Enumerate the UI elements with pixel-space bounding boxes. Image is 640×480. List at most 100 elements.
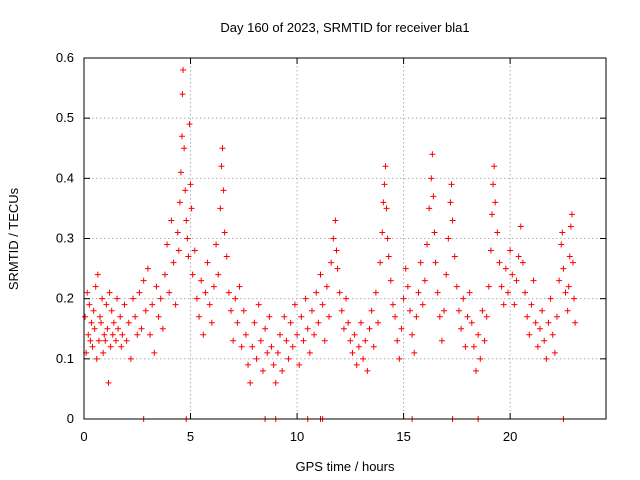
data-point	[400, 295, 407, 302]
data-point	[108, 307, 115, 314]
data-point	[279, 367, 286, 374]
data-point	[174, 229, 181, 236]
data-point	[274, 349, 281, 356]
data-point	[272, 379, 279, 386]
data-point	[234, 319, 241, 326]
data-point	[221, 229, 228, 236]
data-point	[355, 343, 362, 350]
data-point	[106, 289, 113, 296]
data-point	[161, 271, 168, 278]
data-point	[196, 313, 203, 320]
data-point	[353, 361, 360, 368]
data-point	[360, 355, 367, 362]
data-point	[380, 199, 387, 206]
data-point	[204, 259, 211, 266]
data-point	[210, 283, 217, 290]
data-point	[419, 301, 426, 308]
data-point	[328, 259, 335, 266]
x-tick-label: 5	[187, 429, 194, 444]
data-point	[186, 121, 193, 128]
data-point	[232, 295, 239, 302]
data-point	[370, 343, 377, 350]
data-point	[296, 361, 303, 368]
data-point	[140, 277, 147, 284]
data-point	[466, 289, 473, 296]
data-point	[118, 343, 125, 350]
data-point	[396, 355, 403, 362]
data-point	[502, 265, 509, 272]
data-point	[213, 241, 220, 248]
x-tick-label: 10	[290, 429, 304, 444]
data-point	[375, 319, 382, 326]
data-point	[311, 331, 318, 338]
data-points	[82, 67, 579, 422]
data-point	[432, 259, 439, 266]
data-point	[389, 301, 396, 308]
data-point	[455, 307, 462, 314]
y-tick-label: 0.5	[56, 110, 74, 125]
data-point	[426, 205, 433, 212]
data-point	[185, 253, 192, 260]
data-point	[517, 223, 524, 230]
data-point	[119, 331, 126, 338]
data-point	[500, 301, 507, 308]
axis-ticks: 0 0.1 0.2 0.3 0.4 0.5 0.6 0 5 10 15 20	[56, 50, 606, 444]
data-point	[259, 367, 266, 374]
data-point	[402, 265, 409, 272]
data-point	[94, 271, 101, 278]
data-point	[264, 349, 271, 356]
data-point	[549, 331, 556, 338]
data-point	[268, 343, 275, 350]
data-point	[177, 169, 184, 176]
data-point	[175, 247, 182, 254]
data-point	[445, 235, 452, 242]
data-point	[90, 307, 97, 314]
data-point	[304, 325, 311, 332]
data-point	[240, 307, 247, 314]
data-point	[85, 331, 92, 338]
data-point	[334, 265, 341, 272]
data-point	[385, 253, 392, 260]
data-point	[475, 331, 482, 338]
data-point	[188, 205, 195, 212]
data-point	[313, 289, 320, 296]
data-point	[462, 343, 469, 350]
data-point	[460, 295, 467, 302]
data-point	[151, 349, 158, 356]
data-point	[470, 343, 477, 350]
data-point	[438, 337, 445, 344]
data-point	[285, 355, 292, 362]
data-point	[558, 241, 565, 248]
data-point	[511, 301, 518, 308]
data-point	[384, 235, 391, 242]
data-point	[417, 259, 424, 266]
data-point	[530, 277, 537, 284]
data-point	[182, 187, 189, 194]
data-point	[206, 301, 213, 308]
data-point	[149, 301, 156, 308]
data-point	[110, 319, 117, 326]
data-point	[496, 259, 503, 266]
data-point	[266, 313, 273, 320]
data-point	[179, 133, 186, 140]
data-point	[176, 199, 183, 206]
data-point	[479, 307, 486, 314]
data-point	[485, 283, 492, 290]
data-point	[277, 331, 284, 338]
grid-lines	[84, 58, 606, 419]
data-point	[215, 271, 222, 278]
data-point	[202, 289, 209, 296]
data-point	[528, 301, 535, 308]
data-point	[494, 229, 501, 236]
data-point	[483, 313, 490, 320]
data-point	[429, 151, 436, 158]
data-point	[101, 331, 108, 338]
data-point	[103, 301, 110, 308]
data-point	[522, 289, 529, 296]
data-point	[451, 253, 458, 260]
data-point	[559, 229, 566, 236]
data-point	[86, 301, 93, 308]
data-point	[332, 217, 339, 224]
data-point	[351, 331, 358, 338]
data-point	[294, 331, 301, 338]
